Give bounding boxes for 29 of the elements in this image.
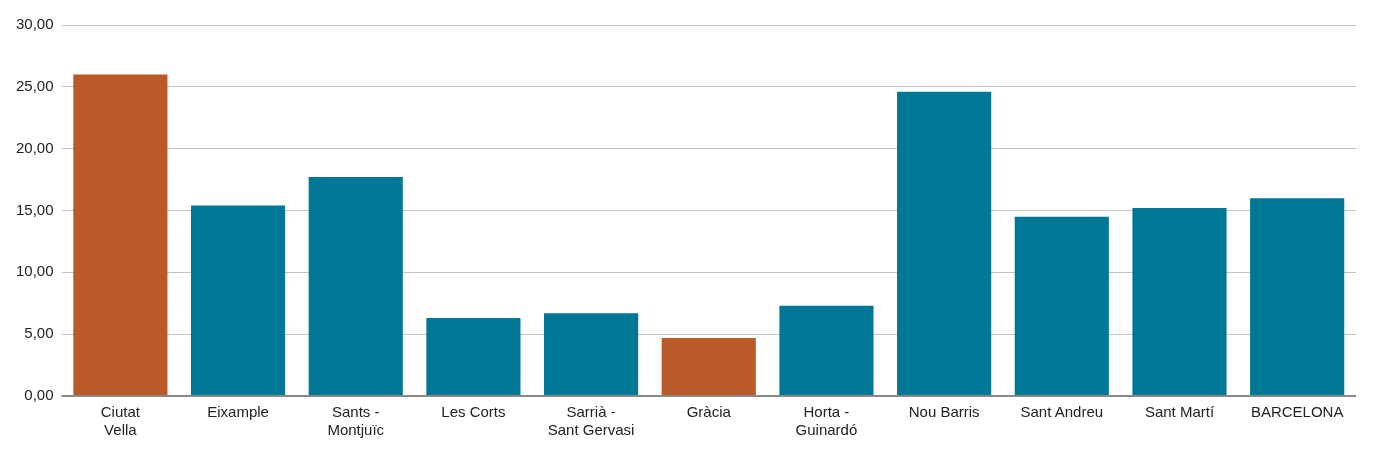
y-tick-label: 30,00 xyxy=(15,15,54,33)
x-tick-label: Gràcia xyxy=(686,403,732,421)
bar xyxy=(426,318,521,396)
bar xyxy=(190,205,286,396)
bar xyxy=(73,74,168,396)
y-tick-label: 20,00 xyxy=(15,138,54,156)
bar xyxy=(661,337,756,396)
x-tick-label: Les Corts xyxy=(441,403,506,421)
bar xyxy=(1014,216,1109,396)
y-tick-label: 25,00 xyxy=(15,76,54,94)
x-tick-label: Sarrià - Sant Gervasi xyxy=(547,403,635,439)
bar xyxy=(1132,208,1227,396)
x-tick-label: Ciutat Vella xyxy=(100,403,141,439)
bar xyxy=(308,177,403,396)
x-tick-label: Horta - Guinardó xyxy=(795,403,858,439)
x-tick-label: Sant Andreu xyxy=(1020,403,1104,421)
x-tick-label: Sants - Montjuïc xyxy=(327,403,385,439)
y-tick-label: 0,00 xyxy=(24,386,54,404)
x-tick-label: Eixample xyxy=(207,403,269,421)
bar xyxy=(779,305,874,396)
x-tick-label: BARCELONA xyxy=(1250,403,1344,421)
x-tick-label: Nou Barris xyxy=(908,403,980,421)
bar xyxy=(544,313,639,396)
y-tick-label: 5,00 xyxy=(24,324,54,342)
y-tick-label: 10,00 xyxy=(15,262,54,280)
bar xyxy=(897,91,992,396)
y-tick-label: 15,00 xyxy=(15,200,54,218)
x-tick-label: Sant Martí xyxy=(1144,403,1215,421)
bar xyxy=(1250,198,1345,396)
